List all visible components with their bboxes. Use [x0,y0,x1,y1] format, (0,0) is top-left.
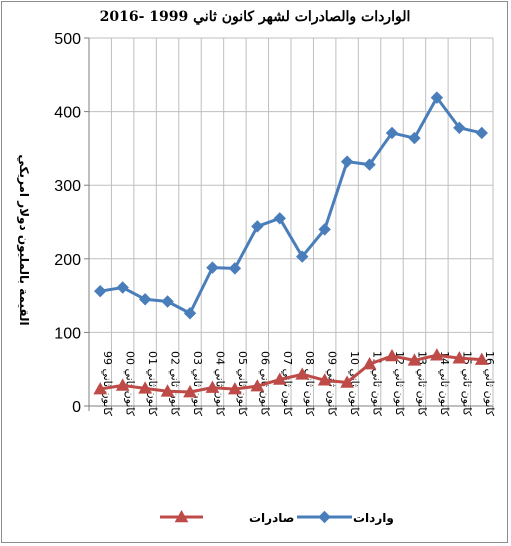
legend-label: صادرات [249,511,294,525]
data-point [385,348,399,362]
x-tick-label: كانون ثاني 14 [438,351,451,417]
data-point [430,91,444,104]
data-point [183,307,197,320]
y-tick-label: 400 [54,105,81,122]
data-point [183,384,197,398]
data-point [115,378,130,391]
x-axis-ticks: كانون ثاني 99 كانون ثاني 00 كانون ثاني 01 ك… [101,351,496,417]
y-tick-label: 200 [54,252,81,269]
data-point [296,250,309,263]
data-point [272,372,287,385]
data-point [206,261,219,274]
legend-item: صادرات [160,509,294,525]
y-axis-ticks: 0 100 200 300 400 500 [54,31,81,416]
legend-marker [174,509,189,523]
x-tick-label: كانون ثاني 01 [146,351,159,417]
data-point [340,155,354,168]
x-tick-label: كانون ثاني 08 [303,351,316,417]
data-point [228,262,242,275]
chart-title: الواردات والصادرات لشهر كانون ثاني 1999 … [100,9,411,25]
data-point [161,295,174,308]
data-point [250,379,265,392]
x-tick-label: كانون ثاني 04 [213,351,226,417]
axes [84,37,494,411]
data-point [251,220,264,233]
x-tick-label: كانون ثاني 05 [236,351,249,417]
x-tick-label: كانون ثاني 16 [483,351,496,417]
data-point [317,373,332,386]
y-axis-label: القيمة بالمليون دولار امريكي [16,154,31,325]
data-point [362,357,377,370]
data-point [318,223,331,236]
series-2 [93,348,489,398]
y-tick-label: 0 [72,399,81,416]
data-point [138,293,152,306]
data-point [94,284,107,298]
x-tick-label: كانون ثاني 99 [101,351,114,417]
x-tick-label: كانون ثاني 10 [348,351,361,417]
data-point [273,212,286,225]
x-tick-label: كانون ثاني 02 [169,351,182,417]
x-tick-label: كانون ثاني 00 [124,351,137,417]
data-point [453,121,466,134]
legend-item: واردات [297,510,394,526]
data-point [228,382,242,395]
data-point [408,131,421,145]
x-tick-label: كانون ثاني 13 [415,351,428,417]
legend: واردات صادرات [160,509,394,526]
data-point [407,353,422,366]
y-tick-label: 300 [54,178,81,195]
series-1 [94,91,488,320]
x-tick-label: كانون ثاني 12 [393,351,406,417]
x-tick-label: كانون ثاني 09 [326,351,339,417]
x-tick-label: كانون ثاني 03 [191,351,204,417]
data-point [160,384,175,397]
series-line [99,353,482,394]
x-tick-label: كانون ثاني 07 [281,351,294,417]
data-point [452,351,467,364]
data-point [295,367,310,380]
data-point [475,126,488,140]
data-point [340,375,354,388]
y-tick-label: 500 [54,31,81,48]
legend-label: واردات [353,511,394,526]
legend-marker [318,510,331,524]
data-point [385,126,399,140]
data-point [363,158,376,171]
data-point [138,381,152,394]
gridlines [89,37,494,406]
data-point [93,382,108,395]
series [93,91,489,398]
data-point [430,348,444,361]
y-tick-label: 100 [54,325,81,342]
x-tick-label: كانون ثاني 15 [460,351,473,417]
data-point [474,352,489,365]
data-point [116,281,129,294]
data-point [205,380,220,393]
